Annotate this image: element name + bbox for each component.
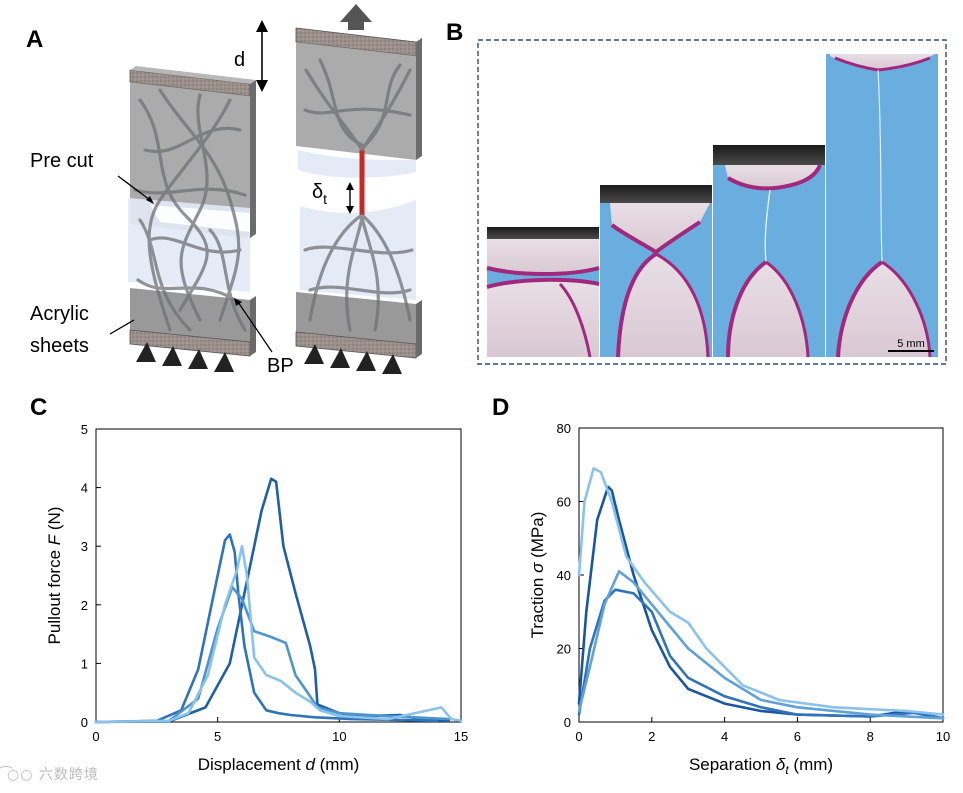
- x-tick-label: 10: [936, 729, 950, 744]
- panel-c: C 0 5 10 15 0 1 2 3 4 5 Displacement d (mm) Pullout…: [30, 394, 468, 774]
- chart-pullout-force: 0 5 10 15 0 1 2 3 4 5 Displacement d (mm) Pullout f…: [45, 422, 468, 774]
- d-label: d: [234, 49, 245, 71]
- delta-arrow: [346, 182, 354, 214]
- watermark: ͡○○ 六数跨境: [6, 767, 99, 783]
- y-tick-label: 5: [81, 422, 88, 437]
- series-line-2: [94, 533, 438, 724]
- y-tick-label: 60: [557, 495, 571, 510]
- y-tick-label: 0: [81, 715, 88, 730]
- pre-cut-label: Pre cut: [30, 150, 94, 172]
- series-line-4: [577, 467, 945, 716]
- series-line-4: [94, 544, 463, 724]
- photo-4: 5 mm: [826, 54, 938, 358]
- x-tick-label: 15: [454, 729, 468, 744]
- d-arrow: [256, 20, 268, 92]
- series-line-3: [577, 570, 945, 720]
- bp-arrowhead: [234, 298, 242, 306]
- pull-arrow-icon: [340, 4, 372, 30]
- left-clamps: [136, 342, 234, 372]
- x-tick-label: 0: [92, 729, 99, 744]
- y-tick-label: 80: [557, 421, 571, 436]
- chart-traction: 0 2 4 6 8 10 0 20 40 60 80 Separation δt (mm) Tracti…: [528, 421, 950, 777]
- y-tick-label: 0: [564, 715, 571, 730]
- x-tick-label: 6: [794, 729, 801, 744]
- acrylic-leader: [109, 319, 135, 335]
- y-axis-title: Pullout force F (N): [45, 507, 64, 645]
- panel-c-label: C: [30, 394, 47, 421]
- series-line-3: [94, 585, 451, 724]
- pre-cut-notch: [150, 205, 250, 232]
- x-tick-label: 0: [575, 729, 582, 744]
- x-tick-label: 4: [721, 729, 728, 744]
- photo-2: [600, 185, 712, 358]
- panel-b-frame: [477, 39, 947, 365]
- bp-label: BP: [267, 355, 294, 377]
- right-lower-grip: [295, 292, 422, 359]
- series-line-1: [577, 485, 945, 720]
- scale-bar-label: 5 mm: [897, 338, 925, 350]
- x-tick-label: 8: [867, 729, 874, 744]
- acrylic-label-1: Acrylic: [30, 303, 89, 325]
- right-fibers: [303, 58, 414, 332]
- photo-3: [713, 145, 825, 358]
- photo-1: [486, 227, 600, 358]
- y-tick-label: 40: [557, 568, 571, 583]
- pre-cut-leader: [117, 175, 151, 201]
- panel-d: D 0 2 4 6 8 10 0 20 40 60 80 Separation δt (mm) Trac…: [492, 394, 950, 777]
- bp-leader: [237, 301, 273, 353]
- delta-label: δt: [312, 181, 327, 207]
- x-tick-label: 10: [332, 729, 346, 744]
- series-line-1: [94, 477, 451, 724]
- y-tick-label: 2: [81, 598, 88, 613]
- left-lower-grip: [129, 288, 256, 357]
- panel-a: A: [26, 4, 422, 377]
- right-gel-top: [298, 150, 416, 178]
- left-fibers: [133, 88, 247, 332]
- x-axis-title: Displacement d (mm): [198, 755, 360, 774]
- panel-d-label: D: [492, 394, 509, 421]
- x-axis-title: Separation δt (mm): [689, 755, 833, 777]
- y-tick-label: 4: [81, 481, 88, 496]
- x-tick-label: 5: [214, 729, 221, 744]
- panel-a-label: A: [26, 26, 43, 53]
- right-upper-grip: [295, 27, 422, 160]
- x-tick-label: 2: [648, 729, 655, 744]
- y-axis-title: Traction σ (MPa): [528, 512, 547, 639]
- acrylic-label-2: sheets: [30, 335, 89, 357]
- panel-b-label: B: [446, 19, 463, 46]
- right-clamps: [304, 344, 402, 374]
- pre-cut-arrowhead: [146, 196, 154, 204]
- y-tick-label: 3: [81, 539, 88, 554]
- y-tick-label: 20: [557, 642, 571, 657]
- y-tick-label: 1: [81, 656, 88, 671]
- plot-frame: [95, 428, 462, 723]
- panel-b: B: [446, 19, 947, 365]
